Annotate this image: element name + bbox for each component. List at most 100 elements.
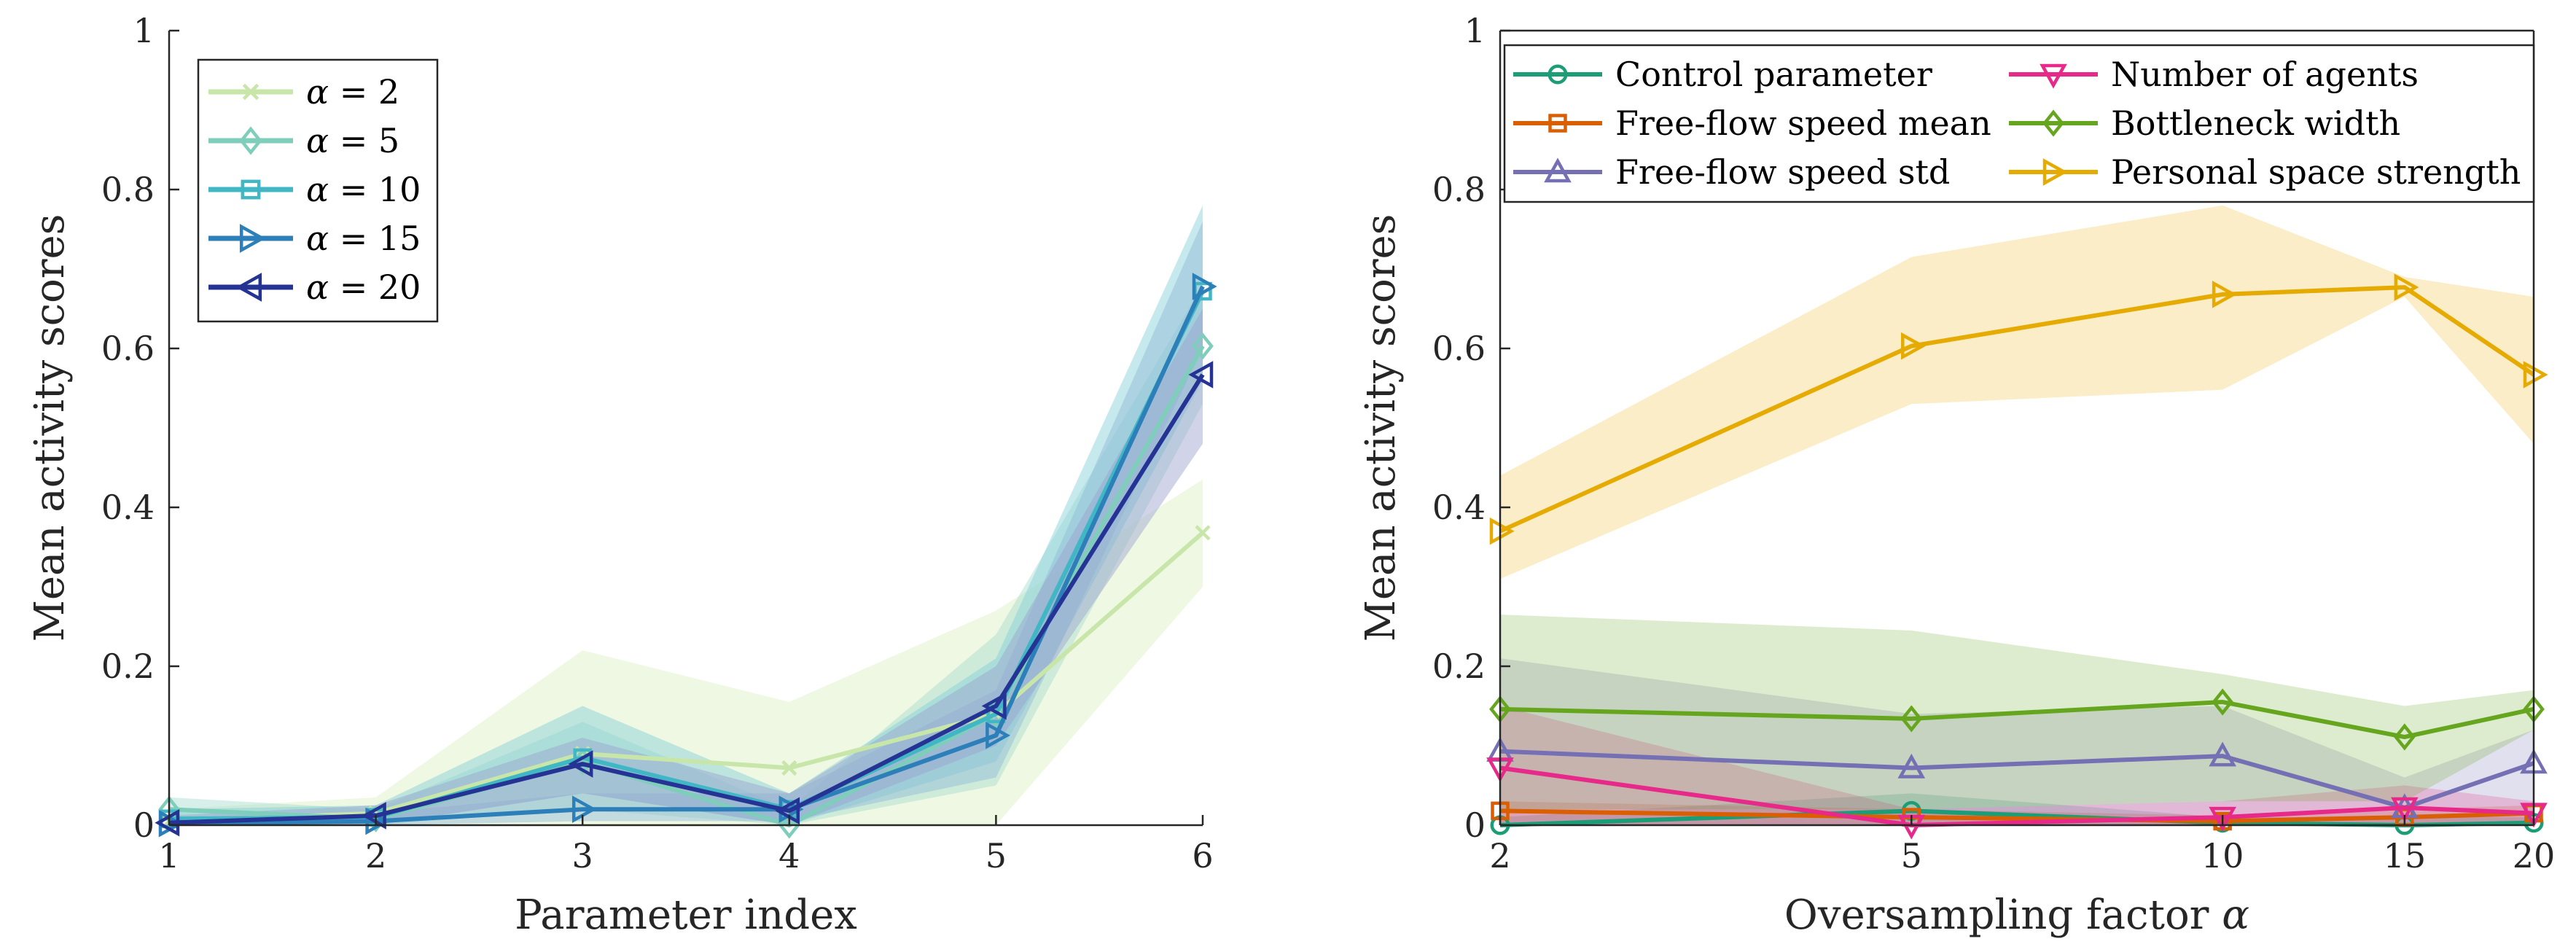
- data-point-5-1: [1901, 332, 1926, 360]
- data-point-5-2: [2212, 281, 2237, 308]
- x-tick-label-1: 2: [365, 836, 386, 875]
- legend-left-value-3: = 15: [329, 219, 421, 258]
- data-point-5-3: [2394, 273, 2419, 301]
- data-point-3-5: [1192, 273, 1217, 300]
- y-tick-label-5: 1: [1464, 11, 1486, 50]
- data-point-4-2: [2212, 688, 2234, 716]
- x-tick-label-0: 2: [1489, 836, 1510, 875]
- y-tick-label-1: 0.2: [1432, 647, 1486, 686]
- data-point-4-3: [2393, 723, 2416, 751]
- data-point-4-1: [1900, 705, 1923, 733]
- legend-left-label-2: α = 10: [306, 170, 421, 209]
- data-point-3-3: [2391, 797, 2419, 822]
- x-axis-title-text: Parameter index: [515, 891, 857, 939]
- y-tick-label-3: 0.6: [1432, 329, 1486, 368]
- legend-right-label-0: Control parameter: [1615, 55, 1932, 94]
- data-point-4-2: [568, 750, 593, 778]
- band-5: [1500, 205, 2534, 580]
- data-point-4-5: [1188, 361, 1214, 389]
- x-tick-label-2: 10: [2201, 836, 2244, 875]
- legend-right-marker-1: [1548, 114, 1567, 133]
- y-axis-title: Mean activity scores: [1357, 214, 1405, 642]
- x-tick-label-4: 20: [2513, 836, 2556, 875]
- y-tick-label-5: 1: [133, 11, 155, 50]
- series-line-5: [1499, 285, 2535, 534]
- x-tick-label-3: 4: [778, 836, 800, 875]
- data-point-5-0: [1489, 517, 1515, 545]
- legend-left-symbol-3: α: [306, 219, 329, 258]
- legend-left-label-4: α = 20: [306, 268, 421, 307]
- data-point-2-1: [1897, 753, 1926, 779]
- chart-left: 1 2 3 4 5 6 0 0.2 0.4 0.6 0.8 1 Parameter index Mean …: [26, 11, 1217, 939]
- legend-left-marker-3: [239, 224, 266, 253]
- x-tick-label-5: 6: [1192, 836, 1213, 875]
- legend-left-label-3: α = 15: [306, 219, 421, 258]
- legend-right-marker-4: [2042, 109, 2064, 137]
- series-line-2: [1499, 749, 2534, 811]
- legend-left-value-4: = 20: [329, 268, 421, 307]
- legend-left-marker-1: [239, 126, 262, 155]
- band-3: [1500, 706, 2534, 825]
- legend-left-label-1: α = 5: [306, 121, 399, 160]
- x-axis-title: Oversampling factor α: [1784, 891, 2249, 939]
- data-point-4-1: [361, 802, 386, 830]
- data-point-3-2: [571, 795, 597, 824]
- band-2: [1500, 658, 2534, 825]
- legend-left-symbol-1: α: [306, 121, 329, 160]
- data-point-3-2: [2209, 806, 2236, 832]
- x-tick-label-3: 15: [2384, 836, 2427, 875]
- data-point-0-3: [781, 760, 797, 776]
- legend-left: α = 2α = 5α = 10α = 15α = 20: [197, 58, 439, 323]
- legend-left-marker-4: [235, 273, 262, 302]
- x-axis-title-symbol: α: [2209, 891, 2249, 939]
- y-tick-label-0: 0: [1464, 805, 1486, 845]
- legend-right-marker-5: [2042, 158, 2068, 186]
- data-point-1-5: [1192, 332, 1214, 360]
- legend-right-label-5: Personal space strength: [2111, 152, 2521, 192]
- legend-right-marker-0: [1547, 64, 1568, 85]
- y-axis-title: Mean activity scores: [26, 214, 74, 642]
- x-tick-label-1: 5: [1901, 836, 1922, 875]
- x-axis-title: Parameter index: [515, 891, 857, 939]
- data-point-5-4: [2523, 361, 2548, 389]
- x-tick-label-4: 5: [985, 836, 1007, 875]
- y-tick-label-4: 0.8: [101, 170, 155, 209]
- data-point-4-3: [775, 797, 800, 825]
- legend-left-marker-0: [242, 83, 259, 101]
- x-tick-label-2: 3: [572, 836, 593, 875]
- y-tick-label-0: 0: [133, 805, 155, 845]
- band-1: [169, 284, 1203, 825]
- series-line-3: [168, 285, 1205, 826]
- legend-left-symbol-0: α: [306, 72, 329, 112]
- y-tick-label-4: 0.8: [1432, 170, 1486, 209]
- x-tick-label-0: 1: [158, 836, 179, 875]
- legend-left-label-0: α = 2: [306, 72, 399, 112]
- legend-right-label-4: Bottleneck width: [2111, 104, 2400, 143]
- chart-right: 2 5 10 15 20 0 0.2 0.4 0.6 0.8 1 Oversampling facto…: [1357, 11, 2555, 939]
- legend-left-value-0: = 2: [329, 72, 399, 112]
- legend-right-label-2: Free-flow speed std: [1615, 152, 1950, 192]
- data-point-0-5: [1195, 525, 1211, 541]
- legend-left-symbol-4: α: [306, 268, 329, 307]
- legend-right-marker-2: [1544, 157, 1572, 183]
- series-line-0: [168, 531, 1204, 824]
- legend-right: Control parameter Free-flow speed mean Fre…: [1503, 44, 2535, 203]
- data-point-3-4: [985, 722, 1011, 749]
- series-line-4: [168, 373, 1205, 825]
- legend-left-value-2: = 10: [329, 170, 421, 209]
- y-tick-label-2: 0.4: [1432, 488, 1486, 527]
- legend-right-marker-3: [2040, 63, 2067, 89]
- x-axis-title-text: Oversampling factor: [1784, 891, 2209, 939]
- series-line-4: [1499, 700, 2534, 740]
- data-point-2-2: [2209, 741, 2236, 767]
- legend-right-label-3: Number of agents: [2111, 55, 2419, 94]
- legend-left-value-1: = 5: [329, 121, 399, 160]
- y-tick-label-2: 0.4: [101, 488, 155, 527]
- data-point-4-4: [981, 692, 1007, 720]
- legend-left-marker-2: [241, 179, 261, 200]
- y-tick-label-3: 0.6: [101, 329, 155, 368]
- legend-right-label-1: Free-flow speed mean: [1615, 104, 1991, 143]
- data-point-4-0: [155, 808, 180, 837]
- legend-left-symbol-2: α: [306, 170, 329, 209]
